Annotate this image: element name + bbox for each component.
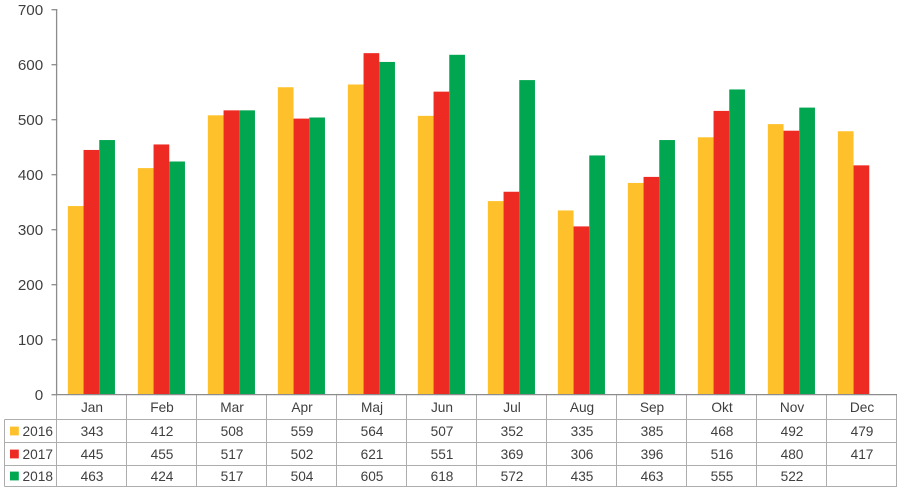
svg-text:352: 352 xyxy=(501,424,524,439)
svg-text:Mar: Mar xyxy=(220,400,244,415)
svg-text:Feb: Feb xyxy=(150,400,174,415)
svg-text:500: 500 xyxy=(18,112,43,129)
svg-text:Jun: Jun xyxy=(431,400,453,415)
svg-text:468: 468 xyxy=(711,424,734,439)
svg-text:Aug: Aug xyxy=(570,400,594,415)
svg-text:300: 300 xyxy=(18,222,43,239)
svg-text:600: 600 xyxy=(18,57,43,74)
svg-text:412: 412 xyxy=(151,424,174,439)
svg-text:517: 517 xyxy=(221,469,244,484)
svg-text:2017: 2017 xyxy=(23,447,53,462)
svg-text:Sep: Sep xyxy=(640,400,665,415)
svg-text:Dec: Dec xyxy=(850,400,874,415)
svg-text:555: 555 xyxy=(711,469,734,484)
svg-text:463: 463 xyxy=(81,469,104,484)
svg-text:522: 522 xyxy=(781,469,804,484)
svg-text:572: 572 xyxy=(501,469,524,484)
svg-text:502: 502 xyxy=(291,447,314,462)
svg-text:435: 435 xyxy=(571,469,594,484)
svg-text:Apr: Apr xyxy=(291,400,313,415)
svg-text:Maj: Maj xyxy=(361,400,383,415)
svg-text:396: 396 xyxy=(641,447,664,462)
svg-text:463: 463 xyxy=(641,469,664,484)
svg-text:507: 507 xyxy=(431,424,454,439)
svg-text:559: 559 xyxy=(291,424,314,439)
svg-text:479: 479 xyxy=(851,424,874,439)
svg-text:335: 335 xyxy=(571,424,594,439)
svg-text:700: 700 xyxy=(18,2,43,19)
svg-text:605: 605 xyxy=(361,469,384,484)
svg-text:2016: 2016 xyxy=(23,424,54,439)
svg-text:306: 306 xyxy=(571,447,594,462)
svg-text:618: 618 xyxy=(431,469,454,484)
svg-text:385: 385 xyxy=(641,424,664,439)
svg-text:2018: 2018 xyxy=(23,469,54,484)
svg-text:369: 369 xyxy=(501,447,524,462)
svg-text:Jan: Jan xyxy=(81,400,103,415)
svg-text:0: 0 xyxy=(35,387,43,404)
svg-text:508: 508 xyxy=(221,424,244,439)
svg-text:417: 417 xyxy=(851,447,874,462)
svg-text:Jul: Jul xyxy=(503,400,521,415)
svg-text:621: 621 xyxy=(361,447,384,462)
svg-text:100: 100 xyxy=(18,332,43,349)
svg-text:517: 517 xyxy=(221,447,244,462)
svg-text:551: 551 xyxy=(431,447,454,462)
svg-text:400: 400 xyxy=(18,167,43,184)
svg-text:Nov: Nov xyxy=(780,400,804,415)
svg-text:516: 516 xyxy=(711,447,734,462)
svg-text:445: 445 xyxy=(81,447,104,462)
svg-text:Okt: Okt xyxy=(711,400,732,415)
svg-text:564: 564 xyxy=(361,424,384,439)
svg-text:424: 424 xyxy=(151,469,174,484)
svg-text:455: 455 xyxy=(151,447,174,462)
svg-text:200: 200 xyxy=(18,277,43,294)
svg-text:343: 343 xyxy=(81,424,104,439)
svg-text:480: 480 xyxy=(781,447,804,462)
svg-text:504: 504 xyxy=(291,469,314,484)
svg-text:492: 492 xyxy=(781,424,804,439)
